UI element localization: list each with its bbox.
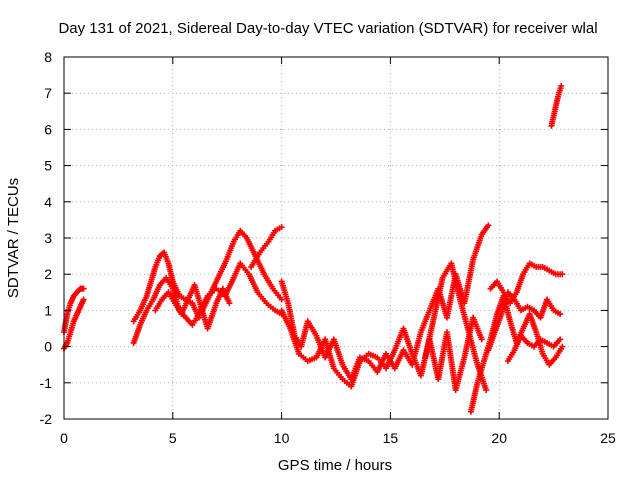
series-trace-f — [152, 282, 233, 332]
series-trace-m — [487, 260, 566, 307]
data-point — [80, 285, 87, 292]
x-tick-label: 15 — [383, 430, 399, 446]
x-tick-label: 10 — [274, 430, 290, 446]
y-tick-label: 6 — [44, 121, 52, 137]
y-tick-label: -1 — [40, 375, 53, 391]
data-point — [557, 336, 564, 343]
x-axis-title: GPS time / hours — [278, 457, 392, 474]
series-trace-h — [278, 307, 485, 394]
grid-lines — [64, 57, 608, 419]
y-tick-label: 2 — [44, 266, 52, 282]
axis-ticks: 0 5 10 15 20 25 -2 -1 0 1 2 3 4 5 6 7 8 — [40, 49, 616, 446]
data-point — [226, 300, 233, 307]
series-trace-a — [61, 285, 87, 336]
y-tick-label: 8 — [44, 49, 52, 65]
y-tick-label: -2 — [40, 411, 53, 427]
data-point — [483, 387, 490, 394]
data-point — [278, 296, 285, 303]
x-tick-label: 5 — [169, 430, 177, 446]
y-tick-label: 4 — [44, 194, 52, 210]
x-tick-label: 0 — [60, 430, 68, 446]
data-point — [557, 311, 564, 318]
data-point — [559, 271, 566, 278]
series-trace-d — [130, 260, 285, 346]
chart-title: Day 131 of 2021, Sidereal Day-to-day VTE… — [58, 20, 597, 37]
x-tick-label: 25 — [600, 430, 616, 446]
y-tick-label: 1 — [44, 302, 52, 318]
y-axis-title: SDTVAR / TECUs — [5, 178, 22, 298]
data-point — [558, 82, 565, 89]
y-tick-label: 5 — [44, 158, 52, 174]
y-tick-label: 0 — [44, 339, 52, 355]
data-point — [485, 222, 492, 229]
y-tick-label: 3 — [44, 230, 52, 246]
series-trace-n — [548, 82, 565, 129]
y-tick-label: 7 — [44, 85, 52, 101]
series-trace-l — [504, 332, 564, 365]
series-trace-b — [61, 296, 87, 352]
data-points — [61, 82, 566, 415]
x-tick-label: 20 — [491, 430, 507, 446]
series-trace-e — [248, 224, 285, 270]
series-trace-k — [485, 289, 564, 354]
data-point — [278, 224, 285, 231]
data-point — [478, 336, 485, 343]
data-point — [80, 296, 87, 303]
data-point — [559, 343, 566, 350]
